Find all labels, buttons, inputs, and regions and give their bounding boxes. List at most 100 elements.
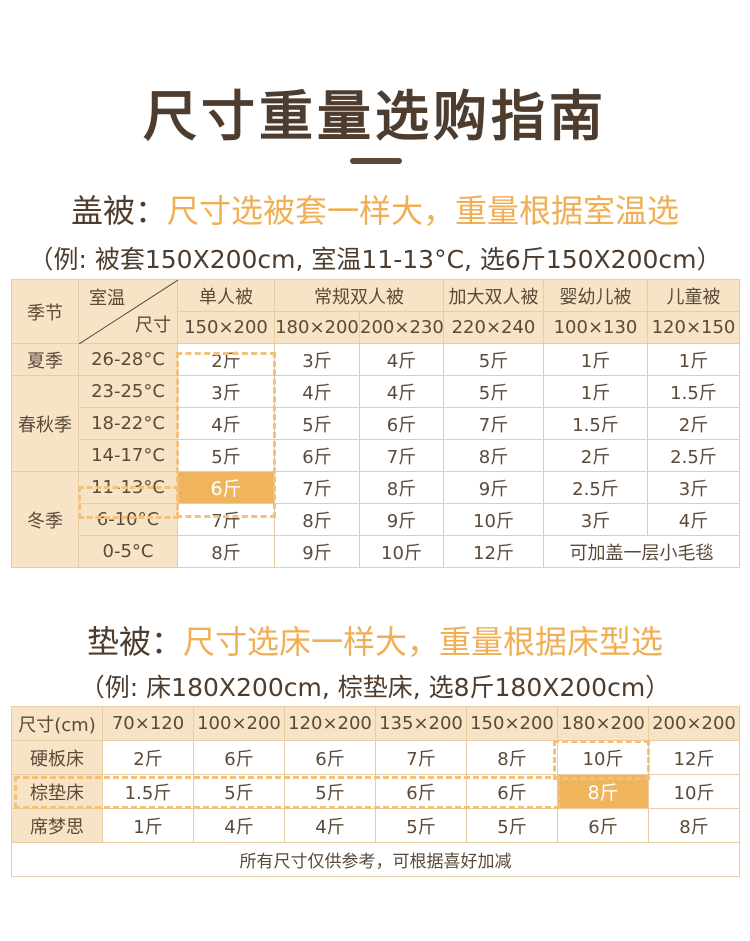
size-header: 200×200 xyxy=(648,706,740,741)
size-header: 120×200 xyxy=(284,706,376,741)
weight-cell: 2.5斤 xyxy=(647,439,740,472)
weight-cell: 6斤 xyxy=(375,774,467,809)
weight-cell: 2斤 xyxy=(177,343,275,376)
mattress-size-table: 尺寸(cm) 70×120 100×200 120×200 135×200 15… xyxy=(11,706,740,877)
temp-cell: 26-28°C xyxy=(78,343,178,376)
weight-cell: 5斤 xyxy=(284,774,376,809)
weight-cell: 7斤 xyxy=(177,503,275,536)
weight-cell: 4斤 xyxy=(274,375,360,408)
season-winter: 冬季 xyxy=(11,471,79,568)
weight-cell: 3斤 xyxy=(177,375,275,408)
weight-cell: 1斤 xyxy=(543,375,648,408)
weight-cell: 1.5斤 xyxy=(647,375,740,408)
bed-type-spring: 席梦思 xyxy=(11,808,103,843)
temp-cell-selected: 11-13°C xyxy=(78,471,178,504)
weight-cell: 2斤 xyxy=(543,439,648,472)
weight-cell: 8斤 xyxy=(177,535,275,568)
weight-cell: 1.5斤 xyxy=(543,407,648,440)
weight-cell: 3斤 xyxy=(543,503,648,536)
weight-cell: 9斤 xyxy=(443,471,544,504)
weight-cell: 9斤 xyxy=(274,535,360,568)
weight-cell: 6斤 xyxy=(359,407,444,440)
quilt-heading-highlight: 尺寸选被套一样大，重量根据室温选 xyxy=(167,192,680,230)
bed-type-palm: 棕垫床 xyxy=(11,774,103,809)
weight-cell: 5斤 xyxy=(466,808,558,843)
weight-cell: 7斤 xyxy=(274,471,360,504)
weight-cell: 1斤 xyxy=(102,808,194,843)
weight-cell: 5斤 xyxy=(193,774,285,809)
temp-size-corner: 室温 尺寸 xyxy=(78,279,178,344)
mattress-heading-highlight: 尺寸选床一样大，重量根据床型选 xyxy=(183,623,664,661)
weight-cell: 2.5斤 xyxy=(543,471,648,504)
weight-cell: 6斤 xyxy=(284,740,376,775)
temp-cell: 23-25°C xyxy=(78,375,178,408)
weight-cell: 9斤 xyxy=(359,503,444,536)
weight-cell: 1斤 xyxy=(647,343,740,376)
size-header: 150×200 xyxy=(177,311,275,344)
corner-size-label: 尺寸 xyxy=(135,315,171,336)
size-header: 150×200 xyxy=(466,706,558,741)
temp-cell: 14-17°C xyxy=(78,439,178,472)
quilt-size-table: 季节 室温 尺寸 单人被 常规双人被 加大双人被 婴幼儿被 儿童被 150×20… xyxy=(11,279,740,568)
weight-cell: 2斤 xyxy=(647,407,740,440)
weight-cell: 3斤 xyxy=(647,471,740,504)
temp-cell: 6-10°C xyxy=(78,503,178,536)
season-header: 季节 xyxy=(11,279,79,344)
weight-cell: 5斤 xyxy=(443,343,544,376)
weight-cell: 5斤 xyxy=(375,808,467,843)
weight-cell: 6斤 xyxy=(193,740,285,775)
footnote: 所有尺寸仅供参考，可根据喜好加减 xyxy=(11,842,740,877)
temp-cell: 18-22°C xyxy=(78,407,178,440)
type-large-double: 加大双人被 xyxy=(443,279,544,312)
type-double: 常规双人被 xyxy=(274,279,444,312)
mattress-example: （例: 床180X200cm, 棕垫床, 选8斤180X200cm） xyxy=(79,673,671,702)
quilt-heading: 盖被：尺寸选被套一样大，重量根据室温选 xyxy=(0,186,750,232)
page-title: 尺寸重量选购指南 xyxy=(143,85,607,148)
weight-cell: 4斤 xyxy=(359,343,444,376)
weight-cell: 6斤 xyxy=(274,439,360,472)
weight-cell: 10斤 xyxy=(443,503,544,536)
weight-cell: 8斤 xyxy=(443,439,544,472)
corner-temp-label: 室温 xyxy=(89,288,125,309)
weight-cell: 6斤 xyxy=(557,808,649,843)
corner-diagonal xyxy=(79,280,178,344)
weight-cell: 10斤 xyxy=(648,774,740,809)
temp-cell: 0-5°C xyxy=(78,535,178,568)
weight-cell: 8斤 xyxy=(648,808,740,843)
size-header: 200×230 xyxy=(359,311,444,344)
weight-cell: 5斤 xyxy=(274,407,360,440)
weight-cell: 4斤 xyxy=(177,407,275,440)
weight-cell: 7斤 xyxy=(375,740,467,775)
type-child: 儿童被 xyxy=(647,279,740,312)
weight-cell: 8斤 xyxy=(274,503,360,536)
quilt-heading-prefix: 盖被： xyxy=(70,192,167,230)
weight-cell: 12斤 xyxy=(443,535,544,568)
weight-cell: 4斤 xyxy=(647,503,740,536)
size-header: 135×200 xyxy=(375,706,467,741)
weight-cell: 6斤 xyxy=(466,774,558,809)
weight-cell: 8斤 xyxy=(359,471,444,504)
size-header: 120×150 xyxy=(647,311,740,344)
weight-cell: 1.5斤 xyxy=(102,774,194,809)
weight-cell: 2斤 xyxy=(102,740,194,775)
title-divider xyxy=(350,158,402,164)
blanket-note: 可加盖一层小毛毯 xyxy=(543,535,740,568)
weight-cell-recommended: 6斤 xyxy=(177,471,275,504)
size-header: 70×120 xyxy=(102,706,194,741)
size-column-header: 尺寸(cm) xyxy=(11,706,103,741)
weight-cell: 10斤 xyxy=(359,535,444,568)
size-header: 180×200 xyxy=(274,311,360,344)
quilt-example: （例: 被套150X200cm, 室温11-13°C, 选6斤150X200cm… xyxy=(28,245,722,274)
size-header: 180×200 xyxy=(557,706,649,741)
weight-cell: 4斤 xyxy=(284,808,376,843)
type-single: 单人被 xyxy=(177,279,275,312)
season-summer: 夏季 xyxy=(11,343,79,376)
type-infant: 婴幼儿被 xyxy=(543,279,648,312)
weight-cell: 8斤 xyxy=(466,740,558,775)
weight-cell: 4斤 xyxy=(193,808,285,843)
weight-cell: 3斤 xyxy=(274,343,360,376)
season-spring-autumn: 春秋季 xyxy=(11,375,79,472)
weight-cell: 5斤 xyxy=(443,375,544,408)
size-header: 220×240 xyxy=(443,311,544,344)
mattress-heading: 垫被：尺寸选床一样大，重量根据床型选 xyxy=(0,617,750,663)
